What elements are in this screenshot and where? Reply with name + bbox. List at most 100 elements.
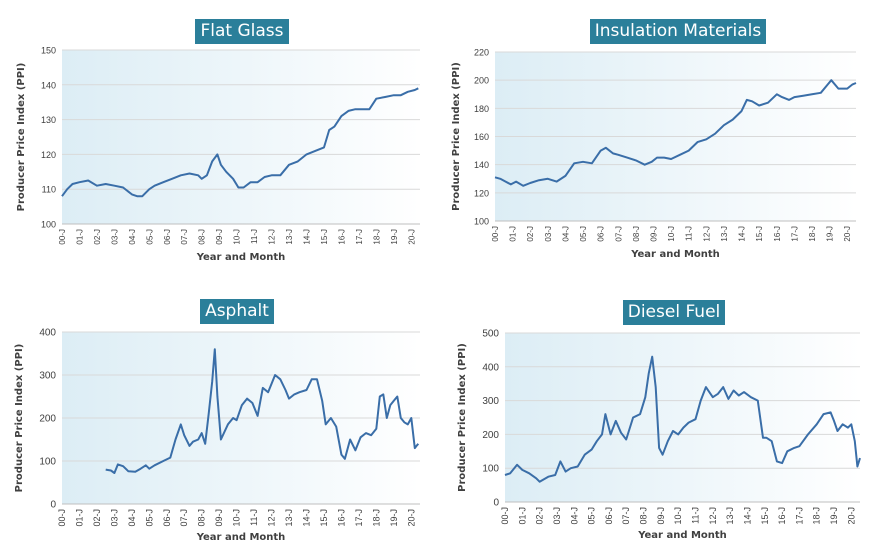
x-tick-label: 15-J <box>319 509 329 527</box>
y-tick-label: 500 <box>482 329 499 340</box>
x-tick-label: 17-J <box>354 509 364 527</box>
y-tick-label: 150 <box>41 46 56 56</box>
x-tick-label: 20-J <box>407 229 416 245</box>
asphalt-chart: 0 100 200 300 400 00-J 01-J 02-J 03-J 04-J 05-J 06-… <box>0 276 435 552</box>
diesel-fuel-chart: 0 100 200 300 400 500 00-J 01-J 02-J 03-J 04-J 05-J… <box>435 276 870 552</box>
y-axis-title: Producer Price Index (PPI) <box>14 344 25 493</box>
x-tick-label: 13-J <box>285 229 294 245</box>
x-tick-label: 08-J <box>198 229 207 245</box>
plot-area <box>505 333 860 502</box>
x-tick-label: 05-J <box>579 226 588 242</box>
x-tick-label: 13-J <box>725 507 735 525</box>
x-tick-label: 16-J <box>337 229 346 245</box>
series-line <box>61 87 419 198</box>
x-tick-label: 03-J <box>109 509 119 527</box>
x-tick-label: 00-J <box>58 229 67 245</box>
x-tick-label: 12-J <box>702 226 711 242</box>
x-tick-label: 19-J <box>829 507 839 525</box>
y-tick-label: 0 <box>493 498 499 509</box>
x-tick-label: 00-J <box>57 509 67 527</box>
y-tick-label: 100 <box>41 220 56 230</box>
x-tick-label: 12-J <box>267 509 277 527</box>
y-tick-label: 110 <box>42 185 56 195</box>
x-tick-label: 01-J <box>74 509 84 527</box>
chart-title: Diesel Fuel <box>622 300 726 325</box>
x-tick-label: 18-J <box>371 509 381 527</box>
x-tick-label: 11-J <box>685 226 694 241</box>
y-axis-title: Producer Price Index (PPI) <box>457 343 468 492</box>
x-tick-label: 16-J <box>336 509 346 527</box>
y-tick-label: 300 <box>482 396 499 407</box>
series-line <box>494 79 857 187</box>
x-tick-label: 16-J <box>773 226 782 242</box>
y-axis-title: Producer Price Index (PPI) <box>451 62 462 211</box>
y-tick-label: 400 <box>39 328 56 339</box>
flat-glass-chart: 100 110 120 130 140 150 00-J 01-J 02-J 03-J 04-J 05… <box>0 0 435 276</box>
x-tick-label: 05-J <box>587 507 597 525</box>
y-tick-label: 220 <box>474 48 489 58</box>
x-tick-label: 02-J <box>526 226 535 242</box>
x-tick-label: 10-J <box>673 507 683 525</box>
x-tick-label: 01-J <box>509 226 518 242</box>
series-line <box>105 348 420 474</box>
x-tick-label: 20-J <box>843 226 852 242</box>
x-tick-label: 07-J <box>179 509 189 527</box>
x-tick-label: 03-J <box>110 229 119 245</box>
x-tick-label: 05-J <box>144 509 154 527</box>
x-tick-label: 08-J <box>639 507 649 525</box>
x-tick-label: 14-J <box>302 229 311 245</box>
x-tick-label: 13-J <box>284 509 294 527</box>
y-tick-label: 200 <box>39 414 56 425</box>
x-tick-label: 18-J <box>372 229 381 245</box>
x-axis-title: Year and Month <box>196 532 286 543</box>
x-tick-label: 09-J <box>215 229 224 245</box>
asphalt-plot: 0 100 200 300 400 00-J 01-J 02-J 03-J 04-J 05-J 06-… <box>14 328 420 543</box>
x-tick-label: 04-J <box>128 229 137 245</box>
x-tick-label: 00-J <box>491 226 500 242</box>
x-tick-label: 19-J <box>390 229 399 245</box>
x-tick-label: 06-J <box>162 509 172 527</box>
y-tick-label: 100 <box>474 217 489 227</box>
y-tick-label: 200 <box>474 76 489 86</box>
x-tick-label: 12-J <box>708 507 718 525</box>
x-tick-label: 16-J <box>777 507 787 525</box>
y-tick-label: 140 <box>474 160 489 170</box>
x-tick-label: 18-J <box>812 507 822 525</box>
x-tick-label: 02-J <box>92 509 102 527</box>
x-tick-label: 08-J <box>632 226 641 242</box>
x-tick-label: 06-J <box>163 229 172 245</box>
chart-title: Asphalt <box>200 299 274 324</box>
x-tick-label: 17-J <box>794 507 804 525</box>
y-tick-label: 180 <box>474 104 489 114</box>
diesel-fuel-plot: 0 100 200 300 400 500 00-J 01-J 02-J 03-J 04-J 05-J… <box>457 329 861 541</box>
x-tick-label: 14-J <box>301 509 311 527</box>
x-tick-label: 05-J <box>145 229 154 245</box>
y-tick-label: 120 <box>474 188 489 198</box>
x-tick-label: 15-J <box>755 226 764 242</box>
y-tick-label: 120 <box>41 150 56 160</box>
x-tick-label: 02-J <box>93 229 102 245</box>
x-tick-label: 08-J <box>197 509 207 527</box>
y-tick-label: 400 <box>482 362 499 373</box>
x-tick-label: 02-J <box>535 507 545 525</box>
y-tick-label: 140 <box>41 80 56 90</box>
x-tick-label: 15-J <box>760 507 770 525</box>
y-tick-label: 100 <box>39 457 56 468</box>
x-tick-label: 04-J <box>127 509 137 527</box>
y-tick-label: 160 <box>474 132 489 142</box>
x-axis-title: Year and Month <box>637 530 727 541</box>
x-tick-label: 18-J <box>808 226 817 242</box>
x-axis-title: Year and Month <box>196 252 286 263</box>
y-tick-label: 300 <box>39 371 56 382</box>
x-tick-label: 09-J <box>656 507 666 525</box>
x-tick-label: 19-J <box>826 226 835 242</box>
y-tick-label: 0 <box>50 500 56 511</box>
x-tick-label: 14-J <box>738 226 747 242</box>
x-tick-label: 00-J <box>500 507 510 525</box>
x-tick-label: 11-J <box>250 229 259 244</box>
x-tick-label: 03-J <box>544 226 553 242</box>
x-tick-label: 20-J <box>406 509 416 527</box>
x-tick-label: 04-J <box>561 226 570 242</box>
x-tick-label: 01-J <box>517 507 527 525</box>
x-tick-label: 07-J <box>180 229 189 245</box>
